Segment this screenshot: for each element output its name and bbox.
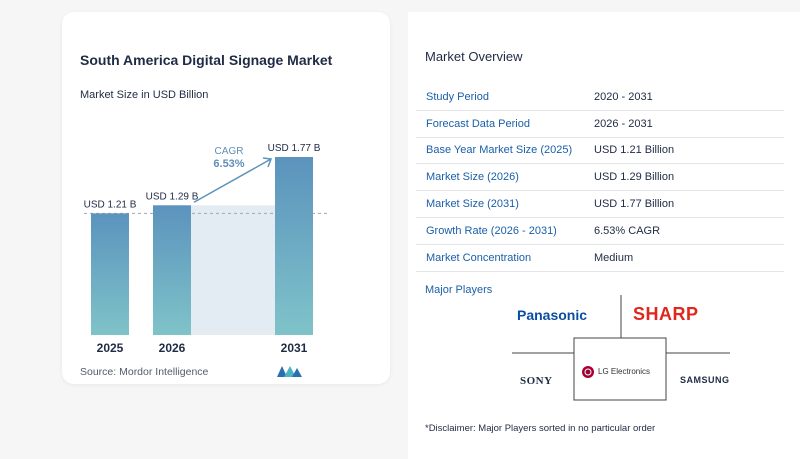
overview-row: Growth Rate (2026 - 2031) 6.53% CAGR xyxy=(416,218,784,245)
market-overview-panel: Market Overview Study Period 2020 - 2031… xyxy=(408,12,800,459)
overview-label: Study Period xyxy=(426,90,489,103)
overview-title: Market Overview xyxy=(425,49,523,64)
panasonic-logo: Panasonic xyxy=(517,307,588,323)
source-text: Source: Mordor Intelligence xyxy=(80,366,209,378)
overview-label: Forecast Data Period xyxy=(426,117,530,130)
x-tick-2031: 2031 xyxy=(281,341,308,355)
overview-value: 6.53% CAGR xyxy=(594,224,661,237)
overview-row: Market Concentration Medium xyxy=(416,245,784,272)
bar-2026 xyxy=(153,205,191,335)
overview-label: Base Year Market Size (2025) xyxy=(426,144,573,157)
overview-value: 2026 - 2031 xyxy=(594,117,653,130)
overview-value: USD 1.21 Billion xyxy=(594,144,675,157)
bar-chart: USD 1.21 B 2025 USD 1.29 B 2026 USD 1.77 B 20… xyxy=(84,143,327,355)
major-players-title: Major Players xyxy=(425,284,493,296)
overview-value: USD 1.29 Billion xyxy=(594,171,675,184)
disclaimer-text: *Disclaimer: Major Players sorted in no … xyxy=(425,423,656,434)
overview-label: Market Size (2031) xyxy=(426,198,519,211)
cagr-label: CAGR xyxy=(215,146,244,157)
forecast-band xyxy=(191,205,275,335)
samsung-logo: SAMSUNG xyxy=(680,375,730,385)
x-tick-2026: 2026 xyxy=(159,341,186,355)
data-label-2031: USD 1.77 B xyxy=(268,143,321,154)
mordor-intelligence-logo-icon xyxy=(277,366,302,377)
overview-value: Medium xyxy=(594,251,634,264)
lg-logo-icon xyxy=(582,366,594,378)
chart-title: South America Digital Signage Market xyxy=(80,52,333,68)
players-grid xyxy=(512,295,730,401)
cagr-arrow xyxy=(193,157,273,203)
sony-logo: SONY xyxy=(520,375,553,387)
overview-row: Forecast Data Period 2026 - 2031 xyxy=(416,111,784,138)
overview-row: Base Year Market Size (2025) USD 1.21 Bi… xyxy=(416,138,784,165)
data-label-2026: USD 1.29 B xyxy=(146,191,199,202)
bar-2025 xyxy=(91,213,129,335)
overview-table: Study Period 2020 - 2031 Forecast Data P… xyxy=(416,84,784,272)
overview-value: 2020 - 2031 xyxy=(594,90,653,103)
x-tick-2025: 2025 xyxy=(97,341,124,355)
overview-row: Market Size (2031) USD 1.77 Billion xyxy=(416,191,784,218)
chart-card: South America Digital Signage Market Mar… xyxy=(62,12,390,384)
overview-label: Market Concentration xyxy=(426,251,532,264)
sharp-logo: SHARP xyxy=(633,304,699,324)
overview-value: USD 1.77 Billion xyxy=(594,198,675,211)
overview-label: Market Size (2026) xyxy=(426,171,519,184)
bar-2031 xyxy=(275,157,313,335)
cagr-value: 6.53% xyxy=(213,158,244,170)
overview-label: Growth Rate (2026 - 2031) xyxy=(426,224,557,237)
overview-row: Study Period 2020 - 2031 xyxy=(416,84,784,111)
chart-subtitle: Market Size in USD Billion xyxy=(80,89,209,101)
data-label-2025: USD 1.21 B xyxy=(84,199,137,210)
overview-row: Market Size (2026) USD 1.29 Billion xyxy=(416,164,784,192)
lg-electronics-logo: LG Electronics xyxy=(598,367,651,376)
